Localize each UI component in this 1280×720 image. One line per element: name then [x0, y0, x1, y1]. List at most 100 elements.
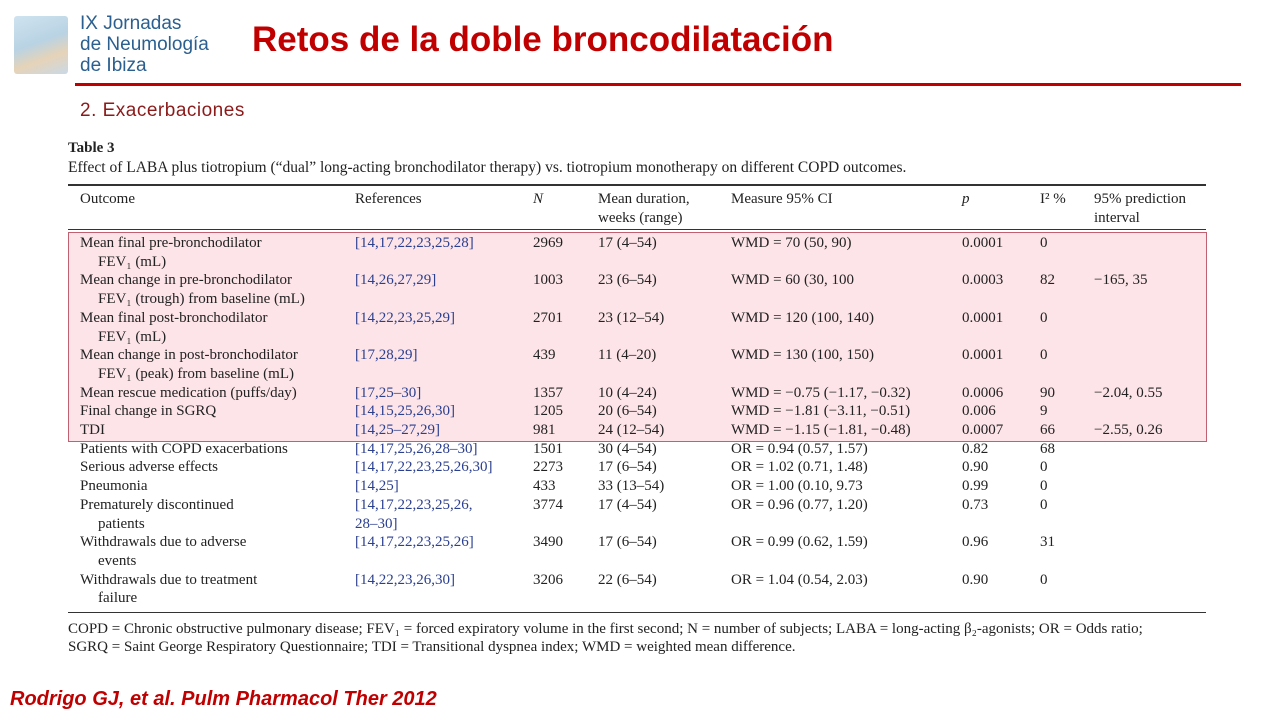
table-cell: [14,17,22,23,25,26,: [355, 496, 473, 513]
table-cell: 0.82: [962, 440, 989, 457]
table-cell: 0: [1040, 347, 1048, 364]
table-cell: −2.04, 0.55: [1094, 384, 1163, 401]
outcome: Mean change in post-bronchodilator: [80, 347, 298, 364]
table-cell: [14,17,22,23,25,26]: [355, 534, 474, 551]
outcome: Pneumonia: [80, 478, 148, 495]
table-cell: 1501: [533, 440, 563, 457]
table-cell: 0.0001: [962, 347, 1004, 364]
table-cell: OR = 0.96 (0.77, 1.20): [731, 496, 868, 513]
outcome: Serious adverse effects: [80, 459, 219, 476]
table-cell: 0.0007: [962, 422, 1004, 438]
table-cell: 2701: [533, 309, 563, 326]
column-header: References: [355, 191, 422, 207]
outcome: events: [98, 552, 137, 569]
table-cell: [14,25]: [355, 478, 399, 495]
table-cell: 28–30]: [355, 515, 398, 532]
table-cell: 0: [1040, 459, 1048, 476]
outcome: Final change in SGRQ: [80, 403, 217, 420]
highlight-box: [68, 232, 1207, 442]
table-cell: OR = 1.02 (0.71, 1.48): [731, 459, 868, 476]
table-cell: 3490: [533, 534, 563, 551]
table-cell: 31: [1040, 534, 1055, 551]
table-cell: 68: [1040, 440, 1055, 457]
table-cell: 2969: [533, 235, 563, 251]
table-cell: 22 (6–54): [598, 571, 657, 588]
table-cell: 0.0001: [962, 309, 1004, 326]
table-cell: [14,17,22,23,25,26,30]: [355, 459, 493, 476]
table-cell: [14,17,22,23,25,28]: [355, 235, 474, 251]
table-cell: 10 (4–24): [598, 384, 657, 401]
table-cell: 0: [1040, 235, 1048, 251]
outcome: Withdrawals due to adverse: [80, 534, 247, 551]
citation: Rodrigo GJ, et al. Pulm Pharmacol Ther 2…: [10, 688, 437, 710]
table-cell: [14,15,25,26,30]: [355, 403, 455, 420]
table-cell: WMD = 130 (100, 150): [731, 347, 875, 364]
table-cell: OR = 0.94 (0.57, 1.57): [731, 440, 868, 457]
table-cell: 0.0001: [962, 235, 1004, 251]
table-cell: 82: [1040, 272, 1055, 289]
column-header: Outcome: [80, 191, 135, 207]
subtitle: 2. Exacerbaciones: [80, 100, 245, 121]
outcome: FEV₁ (mL): [98, 253, 167, 270]
table-cell: 981: [533, 422, 556, 438]
table-cell: 30 (4–54): [598, 440, 657, 457]
table-cell: 11 (4–20): [598, 347, 657, 364]
table-cell: 24 (12–54): [598, 422, 665, 438]
table-cell: 90: [1040, 384, 1055, 401]
column-header: weeks (range): [598, 210, 683, 226]
header-rule: [68, 229, 1206, 230]
table-cell: 23 (6–54): [598, 272, 657, 289]
table-cell: 1357: [533, 384, 563, 401]
table-bottom-rule: [68, 612, 1206, 613]
table-cell: 0.96: [962, 534, 989, 551]
table-cell: 0: [1040, 496, 1048, 513]
table-cell: 433: [533, 478, 556, 495]
table-cell: WMD = 70 (50, 90): [731, 235, 852, 251]
table-cell: WMD = 60 (30, 100: [731, 272, 855, 289]
outcome: Withdrawals due to treatment: [80, 571, 258, 588]
table-cell: 2273: [533, 459, 563, 476]
outcome: Mean final pre-bronchodilator: [80, 235, 262, 251]
table-cell: 33 (13–54): [598, 478, 665, 495]
table-cell: [14,25–27,29]: [355, 422, 440, 438]
table-cell: [14,17,25,26,28–30]: [355, 440, 478, 457]
table-cell: 0: [1040, 478, 1048, 495]
slide-title: Retos de la doble broncodilatación: [252, 20, 834, 59]
table-cell: 66: [1040, 422, 1055, 438]
table-cell: 23 (12–54): [598, 309, 665, 326]
outcome: FEV₁ (peak) from baseline (mL): [98, 365, 294, 382]
table-cell: 0.73: [962, 496, 989, 513]
table-cell: 3774: [533, 496, 563, 513]
table-cell: 20 (6–54): [598, 403, 657, 420]
table-cell: 0: [1040, 309, 1048, 326]
table-cell: −165, 35: [1094, 272, 1148, 289]
logo-text: IX Jornadas: [80, 13, 182, 34]
title-rule: [75, 83, 1241, 86]
table-cell: OR = 1.04 (0.54, 2.03): [731, 571, 868, 588]
table-cell: 0.90: [962, 571, 989, 588]
table-cell: [17,25–30]: [355, 384, 422, 401]
column-header: 95% prediction: [1094, 191, 1187, 207]
table-cell: 0.0006: [962, 384, 1004, 401]
table-cell: [14,26,27,29]: [355, 272, 437, 289]
footnote: COPD = Chronic obstructive pulmonary dis…: [68, 621, 1143, 637]
table-cell: 17 (4–54): [598, 235, 657, 251]
table-cell: 0.0003: [962, 272, 1004, 289]
table-cell: [17,28,29]: [355, 347, 418, 364]
table-top-rule: [68, 184, 1206, 186]
table-cell: 3206: [533, 571, 563, 588]
column-header: Mean duration,: [598, 191, 690, 207]
table-cell: 17 (4–54): [598, 496, 657, 513]
outcome: Mean change in pre-bronchodilator: [80, 272, 292, 289]
footnote: SGRQ = Saint George Respiratory Question…: [68, 639, 796, 655]
outcome: TDI: [80, 422, 105, 438]
column-header: I² %: [1040, 191, 1066, 207]
column-header: N: [533, 191, 544, 207]
table-label: Table 3: [68, 140, 115, 156]
outcome: FEV₁ (mL): [98, 328, 167, 345]
logo-text: de Ibiza: [80, 55, 147, 76]
table-cell: [14,22,23,26,30]: [355, 571, 455, 588]
logo-image: [14, 16, 68, 74]
outcome: FEV₁ (trough) from baseline (mL): [98, 291, 305, 308]
